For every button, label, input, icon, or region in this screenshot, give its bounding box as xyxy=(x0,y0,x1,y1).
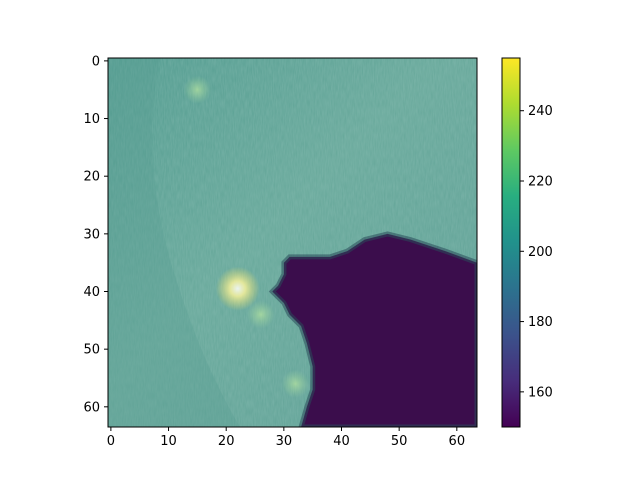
x-tick-label: 60 xyxy=(449,434,466,449)
y-tick-label: 40 xyxy=(83,285,100,300)
y-tick-label: 0 xyxy=(92,54,100,69)
y-tick-label: 30 xyxy=(83,227,100,242)
heatmap-dark-region xyxy=(272,233,477,427)
y-tick-label: 20 xyxy=(83,170,100,185)
y-axis: 0 10 20 30 40 50 60 xyxy=(83,54,108,415)
colorbar-tick-label: 200 xyxy=(528,245,553,260)
x-tick-label: 10 xyxy=(160,434,177,449)
colorbar-tick-label: 220 xyxy=(528,175,553,190)
colorbar-tick-label: 160 xyxy=(528,385,553,400)
heatmap-dark-region-edge xyxy=(268,231,477,427)
bright-spot-0 xyxy=(215,266,260,311)
heatmap-image xyxy=(108,58,477,427)
x-tick-label: 50 xyxy=(391,434,408,449)
colorbar-tick-label: 180 xyxy=(528,315,553,330)
bright-spot-2 xyxy=(281,369,310,398)
colorbar xyxy=(501,57,521,428)
bright-spot-1 xyxy=(246,300,275,329)
heatmap-left-band xyxy=(108,58,240,427)
x-tick-label: 30 xyxy=(276,434,293,449)
x-axis: 0 10 20 30 40 50 60 xyxy=(107,427,465,449)
y-tick-label: 10 xyxy=(83,112,100,127)
y-tick-label: 50 xyxy=(83,343,100,358)
colorbar-tick-label: 240 xyxy=(528,104,553,119)
colorbar-axis: 160 180 200 220 240 xyxy=(520,104,553,400)
y-tick-label: 60 xyxy=(83,400,100,415)
x-tick-label: 40 xyxy=(333,434,350,449)
bright-spot-3 xyxy=(183,75,212,104)
x-tick-label: 0 xyxy=(107,434,115,449)
x-tick-label: 20 xyxy=(218,434,235,449)
plot-frame xyxy=(107,57,478,428)
